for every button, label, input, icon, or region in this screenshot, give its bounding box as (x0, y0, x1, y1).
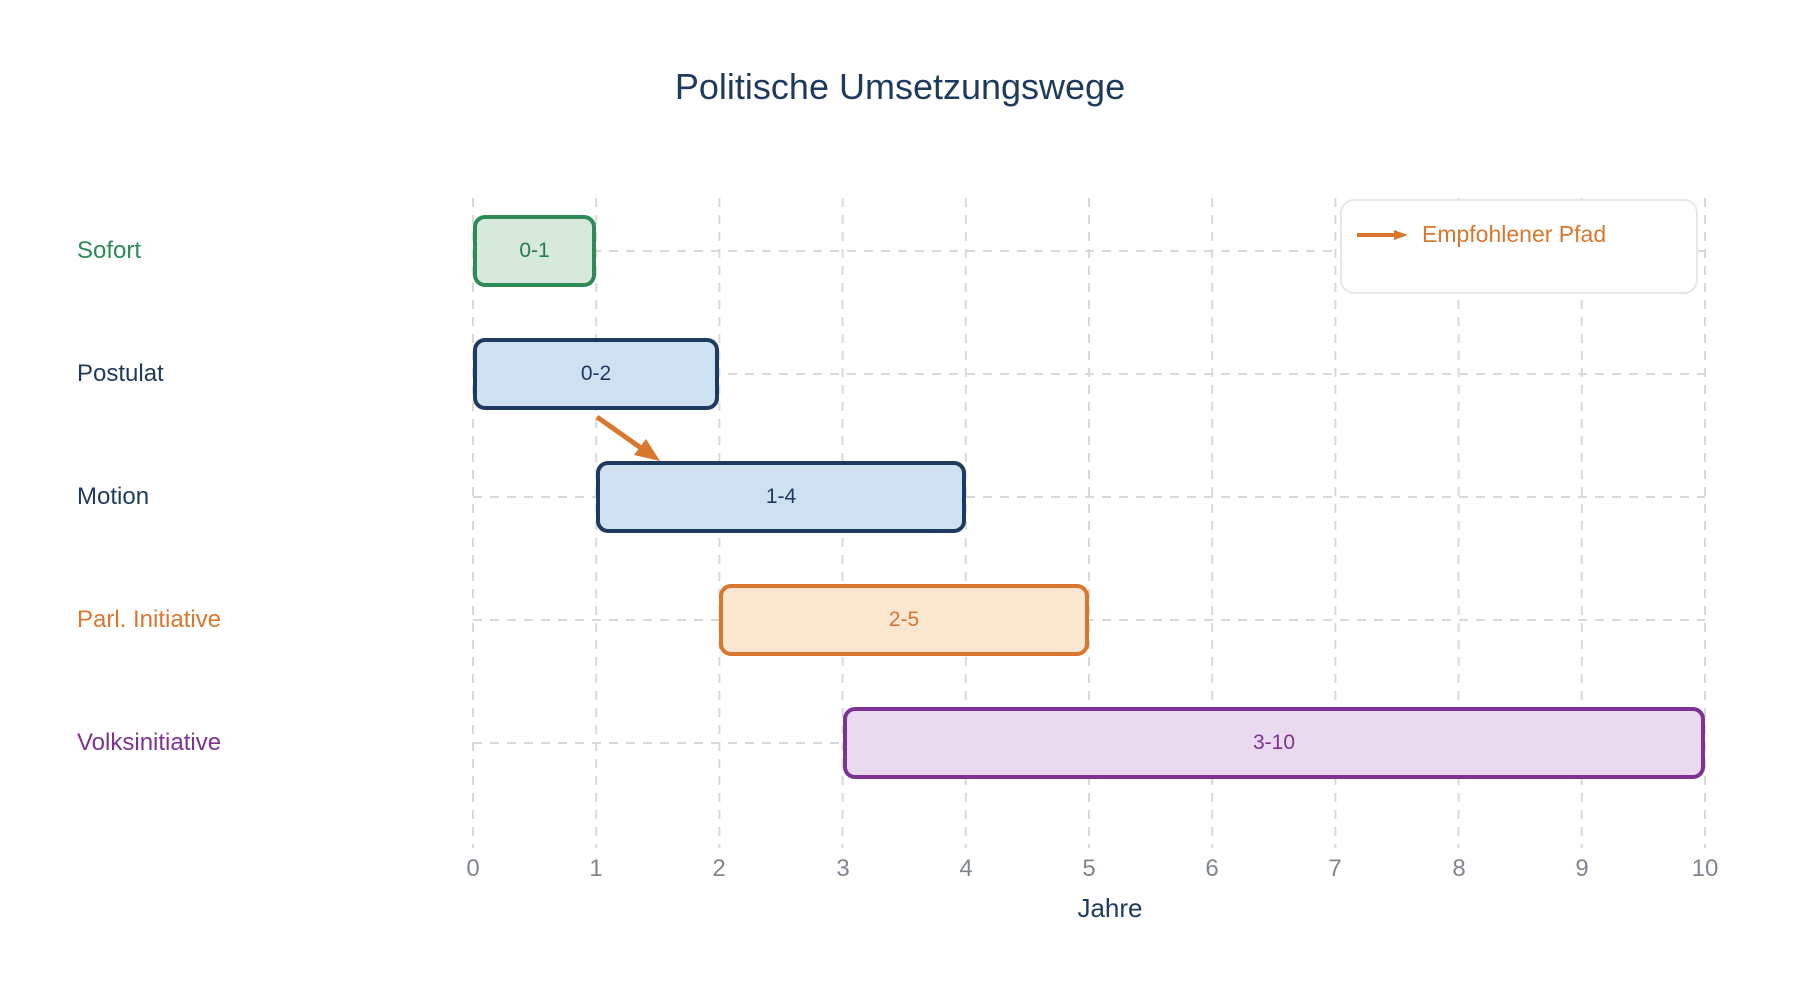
bar-value-label: 3-10 (1252, 731, 1296, 754)
bar-value-label: 1-4 (765, 485, 797, 508)
x-tick-8: 8 (1452, 855, 1466, 882)
gantt-bar-parl-initiative: 2-5 (719, 584, 1089, 656)
row-label-motion: Motion (77, 483, 150, 510)
row-label-sofort: Sofort (77, 237, 142, 264)
legend: Empfohlener Pfad (1340, 199, 1698, 294)
x-tick-5: 5 (1082, 855, 1096, 882)
row-label-postulat: Postulat (77, 360, 164, 387)
x-tick-10: 10 (1691, 855, 1719, 882)
row-label-parl-initiative: Parl. Initiative (77, 606, 222, 633)
gantt-bar-postulat: 0-2 (473, 338, 719, 410)
x-tick-3: 3 (836, 855, 850, 882)
x-tick-9: 9 (1575, 855, 1589, 882)
x-tick-1: 1 (589, 855, 603, 882)
bar-value-label: 2-5 (888, 608, 920, 631)
x-tick-7: 7 (1328, 855, 1342, 882)
bar-value-label: 0-2 (580, 362, 612, 385)
bar-value-label: 0-1 (519, 239, 550, 262)
row-label-volksinitiative: Volksinitiative (77, 729, 222, 756)
x-tick-2: 2 (712, 855, 726, 882)
page-title: Politische Umsetzungswege (674, 66, 1126, 107)
recommended-path-arrow (595, 414, 660, 461)
legend-item-empfohlener-pfad[interactable]: Empfohlener Pfad (1356, 221, 1696, 248)
legend-arrow-icon (1357, 229, 1408, 240)
gantt-bar-volksinitiative: 3-10 (843, 707, 1705, 779)
x-tick-6: 6 (1205, 855, 1219, 882)
gantt-bar-sofort: 0-1 (473, 215, 596, 287)
x-tick-0: 0 (466, 855, 480, 882)
x-tick-4: 4 (959, 855, 973, 882)
gantt-bar-motion: 1-4 (596, 461, 966, 533)
x-axis-title: Jahre (1077, 893, 1143, 923)
legend-label: Empfohlener Pfad (1422, 221, 1607, 247)
